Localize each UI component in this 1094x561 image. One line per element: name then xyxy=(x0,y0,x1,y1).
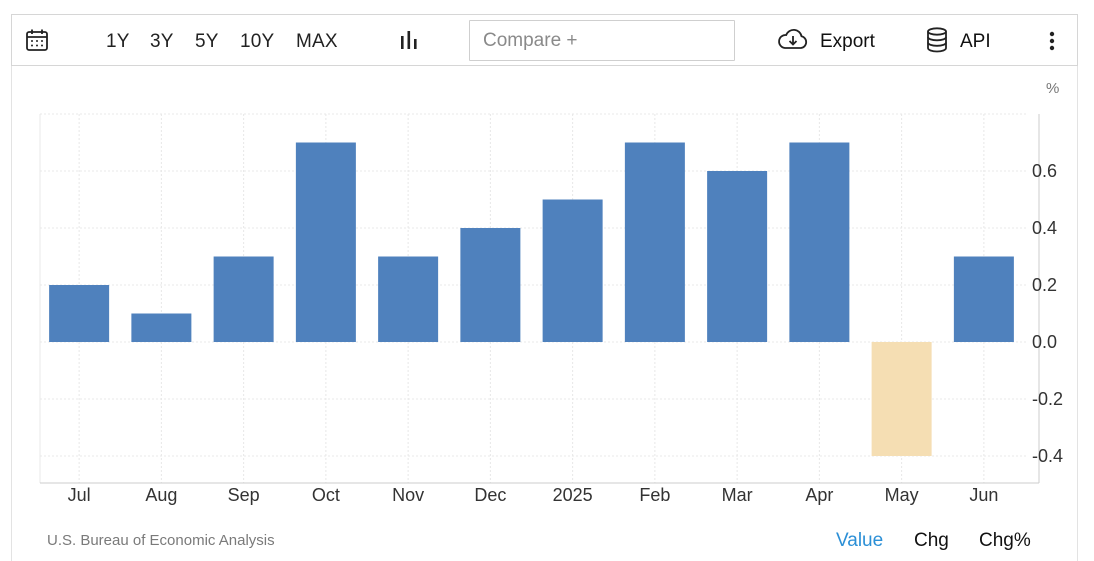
bar-mar[interactable] xyxy=(707,171,768,342)
y-tick-label: -0.4 xyxy=(1032,446,1063,466)
y-tick-label: 0.0 xyxy=(1032,332,1057,352)
bar-aug[interactable] xyxy=(131,313,192,343)
range-button-max[interactable]: MAX xyxy=(296,31,338,52)
bar-may[interactable] xyxy=(871,342,932,456)
y-tick-label: 0.2 xyxy=(1032,275,1057,295)
unit-label: % xyxy=(1046,80,1060,97)
vertical-dots-icon[interactable] xyxy=(1042,29,1062,53)
bar-dec[interactable] xyxy=(460,228,521,342)
x-tick-label: Jul xyxy=(68,485,91,505)
range-button-10y[interactable]: 10Y xyxy=(240,31,275,52)
x-tick-label: Nov xyxy=(392,485,424,505)
bar-jul[interactable] xyxy=(49,285,110,342)
export-button[interactable]: Export xyxy=(820,31,875,52)
range-button-1y[interactable]: 1Y xyxy=(106,31,130,52)
database-icon[interactable] xyxy=(925,26,949,54)
range-button-5y[interactable]: 5Y xyxy=(195,31,219,52)
x-tick-label: Jun xyxy=(969,485,998,505)
api-button[interactable]: API xyxy=(960,31,991,52)
x-tick-label: Feb xyxy=(639,485,670,505)
tab-chg-percent[interactable]: Chg% xyxy=(979,530,1031,551)
x-tick-label: Mar xyxy=(722,485,753,505)
range-button-3y[interactable]: 3Y xyxy=(150,31,174,52)
y-tick-label: -0.2 xyxy=(1032,389,1063,409)
cloud-download-icon[interactable] xyxy=(777,27,809,53)
bar-feb[interactable] xyxy=(624,142,685,343)
source-label: U.S. Bureau of Economic Analysis xyxy=(47,532,275,549)
x-tick-label: Dec xyxy=(474,485,506,505)
tab-chg[interactable]: Chg xyxy=(914,530,949,551)
bar-chart-icon[interactable] xyxy=(398,29,420,51)
bar-jun[interactable] xyxy=(953,256,1014,343)
y-tick-label: 0.4 xyxy=(1032,218,1057,238)
compare-input[interactable]: Compare + xyxy=(469,20,735,61)
calendar-icon[interactable] xyxy=(24,27,50,53)
bar-sep[interactable] xyxy=(213,256,274,343)
y-tick-label: 0.6 xyxy=(1032,161,1057,181)
bar-oct[interactable] xyxy=(295,142,356,343)
bar-2025[interactable] xyxy=(542,199,603,343)
x-tick-label: Apr xyxy=(805,485,833,505)
x-tick-label: Oct xyxy=(312,485,340,505)
bar-apr[interactable] xyxy=(789,142,850,343)
x-tick-label: May xyxy=(885,485,919,505)
x-tick-label: Aug xyxy=(145,485,177,505)
chart-toolbar: 1Y 3Y 5Y 10Y MAX Compare + Export API xyxy=(11,14,1078,66)
x-tick-label: Sep xyxy=(228,485,260,505)
compare-placeholder: Compare + xyxy=(483,29,578,51)
x-tick-label: 2025 xyxy=(553,485,593,505)
bar-nov[interactable] xyxy=(378,256,439,343)
tab-value[interactable]: Value xyxy=(836,530,884,551)
